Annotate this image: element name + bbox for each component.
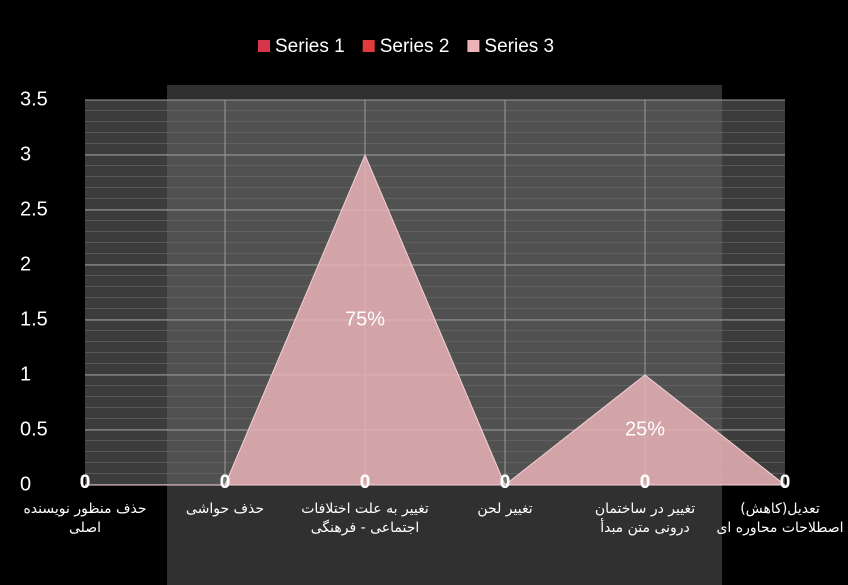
area — [85, 153, 787, 486]
data-label: 0 — [640, 472, 651, 493]
x-tick-label: تعدیل(کاهش) اصطلاحات محاوره ای — [716, 501, 844, 536]
data-label: 0 — [80, 472, 91, 493]
legend-swatch — [258, 40, 270, 52]
data-label: 0 — [780, 472, 791, 493]
y-tick-label: 2 — [20, 253, 31, 275]
data-label: 0 — [360, 472, 371, 493]
legend-swatch — [467, 40, 480, 52]
x-tick-label: حذف حواشی — [185, 501, 265, 517]
data-label: 0 — [500, 472, 511, 493]
annotation: 25% — [625, 418, 665, 440]
data-label: 0 — [220, 472, 231, 493]
legend-label: Series 3 — [484, 36, 554, 57]
x-tick-label: تغییر به علت اختلافات اجتماعی - فرهنگی — [301, 501, 429, 536]
legend-label: Series 1 — [275, 36, 345, 57]
data-label: 0 — [640, 472, 651, 493]
x-tick-label: حذف منظور نویسنده اصلی — [23, 501, 147, 536]
data-label: 0 — [220, 472, 231, 493]
y-tick-label: 0 — [20, 473, 31, 495]
data-label: 0 — [500, 472, 511, 493]
y-tick-label: 2.5 — [20, 198, 48, 220]
y-tick-label: 1.5 — [20, 308, 48, 330]
y-tick-label: 0.5 — [20, 418, 48, 440]
x-tick-label: تغییر لحن — [477, 501, 533, 517]
y-tick-label: 3.5 — [20, 88, 48, 110]
y-tick-label: 1 — [20, 363, 31, 385]
y-tick-label: 3 — [20, 143, 31, 165]
data-label: 0 — [360, 472, 371, 493]
x-tick-label: تغییر در ساختمان درونی متن مبدأ — [594, 501, 696, 536]
data-label: 0 — [780, 472, 791, 493]
legend-label: Series 2 — [380, 36, 450, 57]
annotation: 75% — [345, 308, 385, 330]
data-label: 0 — [80, 472, 91, 493]
legend-swatch — [362, 40, 375, 52]
